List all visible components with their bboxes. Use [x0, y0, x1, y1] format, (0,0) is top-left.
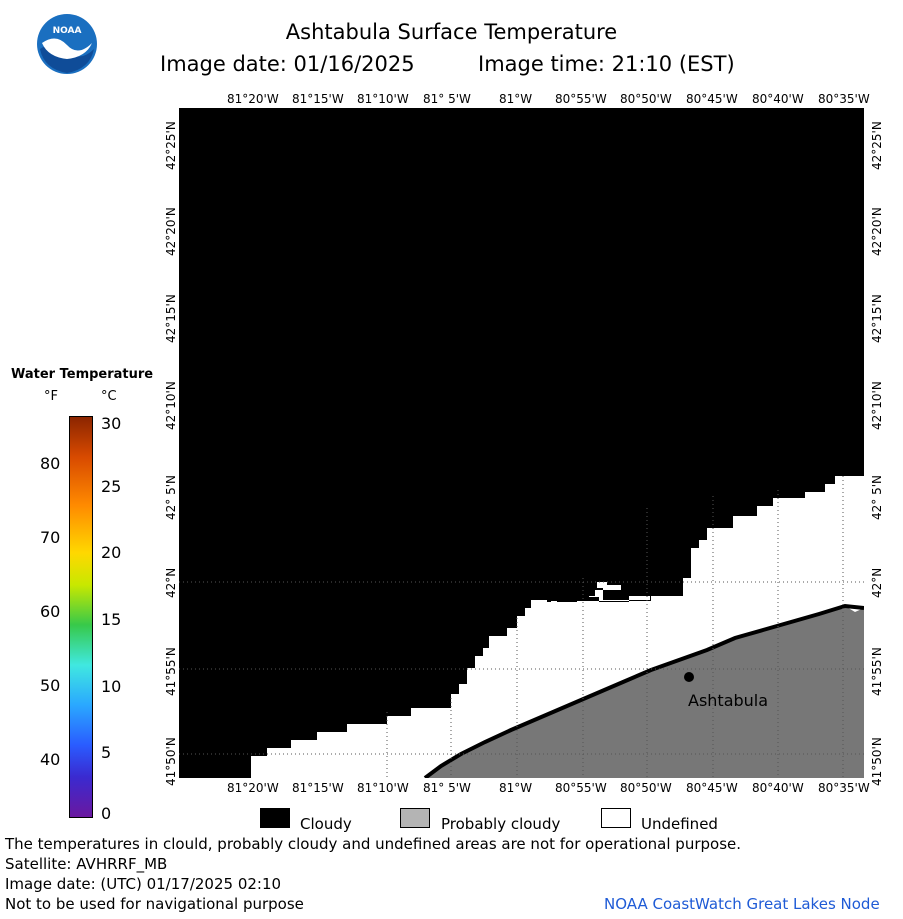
f-tick: 40 [40, 750, 61, 769]
legend-label-cloudy: Cloudy [300, 815, 352, 833]
legend-swatch-undefined [601, 808, 631, 828]
lat-label: 42° 5'N [870, 475, 884, 520]
noaa-logo-text: NOAA [52, 26, 82, 36]
image-date: Image date: 01/16/2025 [160, 52, 415, 76]
c-tick: 15 [101, 610, 122, 629]
map-frame [179, 108, 865, 780]
lat-label: 42°25'N [870, 121, 884, 170]
disclaimer-text: The temperatures in clould, probably clo… [5, 835, 742, 853]
lat-label: 42°20'N [164, 207, 178, 256]
page-title: Ashtabula Surface Temperature [285, 20, 618, 44]
lon-label: 81°15'W [292, 92, 344, 106]
legend-label-undefined: Undefined [641, 815, 718, 833]
lon-label: 80°50'W [620, 781, 672, 795]
lat-label: 41°55'N [870, 647, 884, 696]
navigation-warning: Not to be used for navigational purpose [5, 895, 304, 913]
city-marker [684, 672, 694, 682]
lon-label: 81°20'W [227, 781, 279, 795]
f-tick: 50 [40, 676, 61, 695]
utc-date-text: Image date: (UTC) 01/17/2025 02:10 [5, 875, 282, 893]
f-tick: 70 [40, 528, 61, 547]
lon-label: 80°55'W [555, 92, 607, 106]
image-time: Image time: 21:10 (EST) [478, 52, 735, 76]
colorbar-unit-f: °F [44, 389, 58, 404]
lon-label: 80°45'W [686, 92, 738, 106]
colorbar-unit-c: °C [101, 389, 117, 404]
lat-label: 41°50'N [164, 737, 178, 786]
lon-label: 81°20'W [227, 92, 279, 106]
legend-label-probably-cloudy: Probably cloudy [441, 815, 561, 833]
lat-label: 42°10'N [164, 381, 178, 430]
coastline [423, 603, 865, 780]
temperature-map [179, 108, 865, 780]
f-tick: 60 [40, 602, 61, 621]
c-tick: 10 [101, 677, 122, 696]
f-tick: 80 [40, 454, 61, 473]
lon-label: 81°W [499, 92, 533, 106]
lon-label: 81° 5'W [423, 781, 471, 795]
lon-label: 80°55'W [555, 781, 607, 795]
legend-swatch-probably-cloudy [400, 808, 430, 828]
satellite-text: Satellite: AVHRRF_MB [5, 855, 168, 873]
c-tick: 0 [101, 804, 112, 823]
c-tick: 20 [101, 543, 122, 562]
noaa-logo: NOAA [36, 13, 98, 75]
lat-label: 42°25'N [164, 121, 178, 170]
lon-label: 80°50'W [620, 92, 672, 106]
city-label: Ashtabula [688, 691, 769, 710]
cloudy-region-main [179, 108, 864, 778]
colorbar-title: Water Temperature [11, 367, 154, 382]
lat-label: 42°10'N [870, 381, 884, 430]
lon-label: 80°45'W [686, 781, 738, 795]
credit-text: NOAA CoastWatch Great Lakes Node [604, 895, 880, 913]
c-tick: 25 [101, 477, 122, 496]
lon-label: 80°35'W [818, 92, 870, 106]
c-tick: 30 [101, 414, 122, 433]
lat-label: 41°50'N [870, 737, 884, 786]
lat-label: 42°15'N [164, 294, 178, 343]
lat-label: 42° 5'N [164, 475, 178, 520]
lat-label: 42°N [870, 567, 884, 598]
lon-label: 80°35'W [818, 781, 870, 795]
lon-label: 81° 5'W [423, 92, 471, 106]
lat-label: 41°55'N [164, 647, 178, 696]
legend-swatch-cloudy [260, 808, 290, 828]
c-tick: 5 [101, 743, 112, 762]
land-region [425, 606, 864, 778]
lat-label: 42°20'N [870, 207, 884, 256]
colorbar-gradient [69, 416, 93, 818]
lon-label: 80°40'W [752, 781, 804, 795]
lat-label: 42°N [164, 567, 178, 598]
lon-label: 81°W [499, 781, 533, 795]
lon-label: 81°10'W [357, 781, 409, 795]
lon-label: 80°40'W [752, 92, 804, 106]
lat-label: 42°15'N [870, 294, 884, 343]
lon-label: 81°15'W [292, 781, 344, 795]
lon-label: 81°10'W [357, 92, 409, 106]
